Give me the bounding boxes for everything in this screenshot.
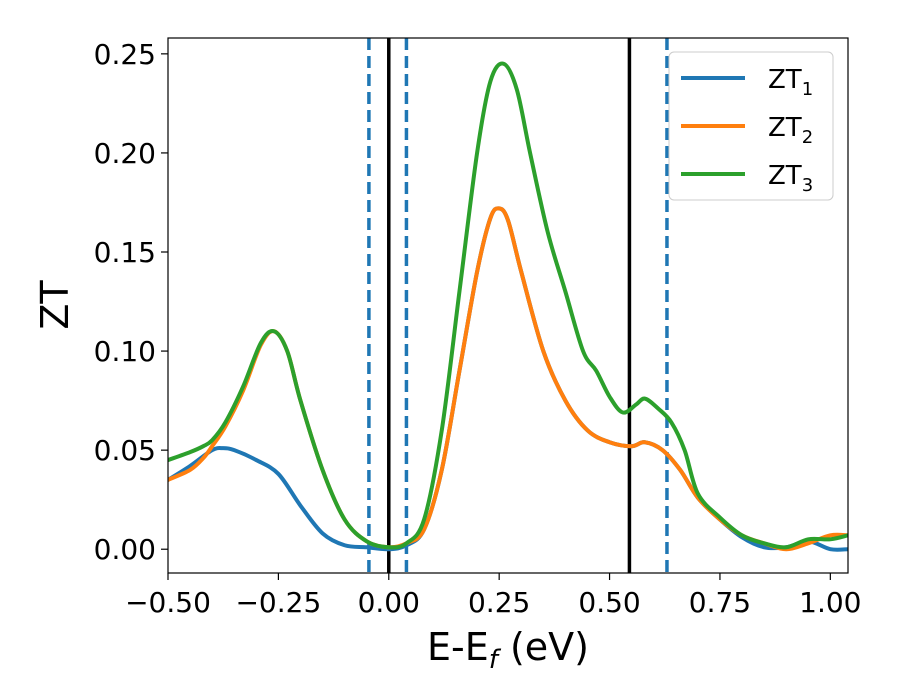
x-axis-title: E-Ef (eV) [427,625,589,675]
x-tick-label: 0.50 [578,586,640,619]
legend-box [668,51,834,201]
y-tick-label: 0.05 [94,434,156,467]
y-tick-label: 0.10 [94,335,156,368]
legend-label-zt3: ZT3 [768,161,813,196]
x-tick-label: 1.00 [799,586,861,619]
legend-label-zt2: ZT2 [768,113,813,148]
x-tick-label: −0.25 [235,586,321,619]
x-tick-label: 0.00 [358,586,420,619]
y-axis-ticks: 0.00 0.05 0.10 0.15 0.20 0.25 [94,38,168,566]
y-tick-label: 0.25 [94,38,156,71]
x-tick-label: 0.25 [468,586,530,619]
y-tick-label: 0.15 [94,236,156,269]
series-line-zt3 [168,61,848,550]
x-tick-label: −0.50 [125,586,211,619]
reference-lines [367,38,669,573]
x-tick-label: 0.75 [689,586,751,619]
legend-label-zt1: ZT1 [768,65,813,100]
series-lines [168,61,848,552]
y-tick-label: 0.20 [94,137,156,170]
x-axis-title-main: E-E [427,625,489,669]
y-axis-title: ZT [33,280,77,330]
x-axis-title-unit: (eV) [498,625,589,669]
x-axis-ticks: −0.50 −0.25 0.00 0.25 0.50 0.75 1.00 [125,573,862,619]
legend: ZT1 ZT2 ZT3 [668,51,834,201]
plot-frame [167,37,849,574]
y-tick-label: 0.00 [94,533,156,566]
